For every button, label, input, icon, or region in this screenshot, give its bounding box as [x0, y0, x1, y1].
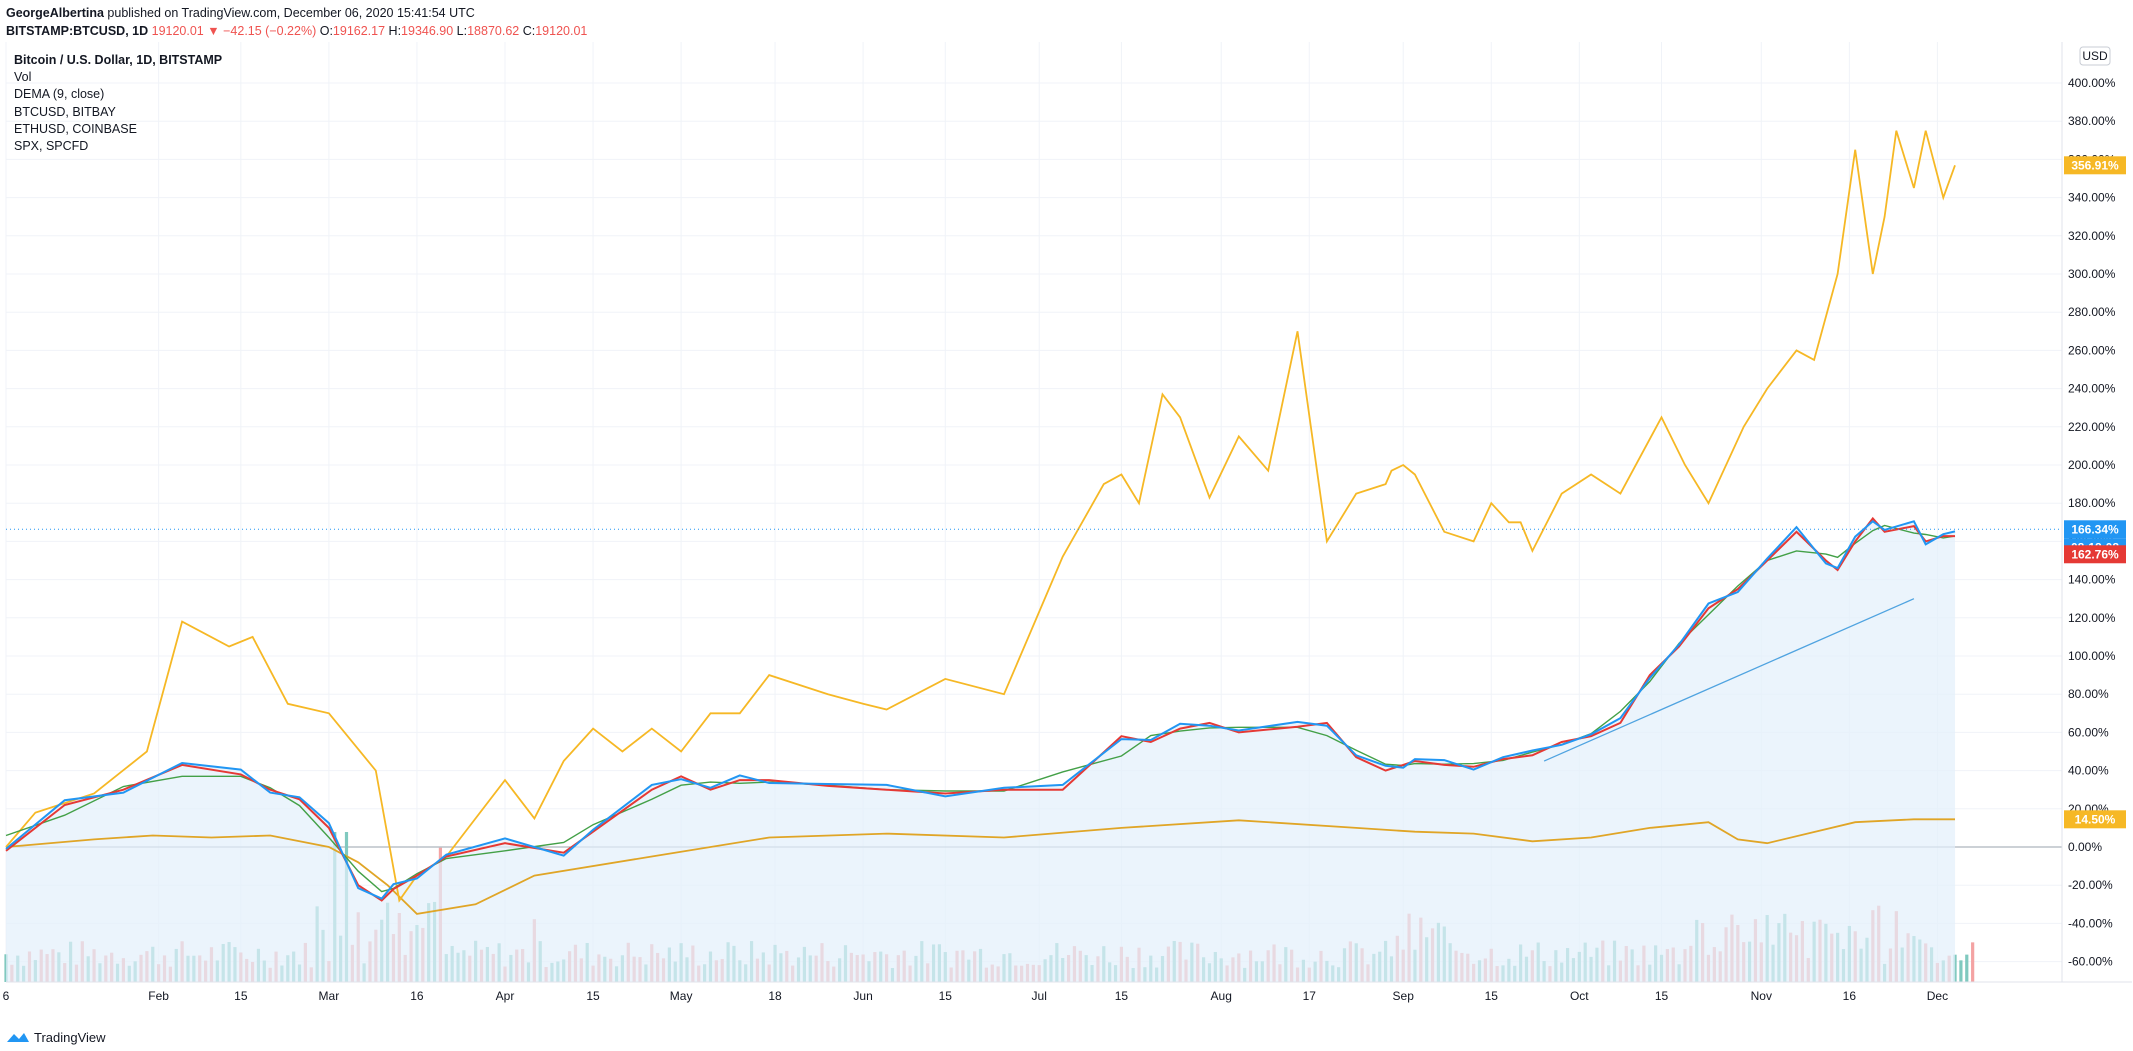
y-tick-label: 200.00%: [2068, 458, 2116, 472]
x-tick-label: 17: [1303, 989, 1317, 1003]
open-value: 19162.17: [332, 24, 386, 38]
y-tick-label: 180.00%: [2068, 496, 2116, 510]
y-tick-label: 400.00%: [2068, 76, 2116, 90]
footer: TradingView: [6, 1030, 106, 1045]
y-tick-label: 120.00%: [2068, 611, 2116, 625]
publish-line: GeorgeAlbertina published on TradingView…: [6, 4, 587, 22]
x-tick-label: Dec: [1927, 989, 1948, 1003]
y-tick-label: 260.00%: [2068, 343, 2116, 357]
ohlc-line: BITSTAMP:BTCUSD, 1D 19120.01 ▼ −42.15 (−…: [6, 22, 587, 40]
legend-item-ethusd[interactable]: ETHUSD, COINBASE: [14, 121, 137, 136]
bitbay-price-badge-text: 162.76%: [2071, 547, 2119, 561]
y-tick-label: 0.00%: [2068, 840, 2102, 854]
eth-price-badge-bg: [2064, 156, 2126, 175]
x-tick-label: 15: [1485, 989, 1499, 1003]
volume-bar: [1953, 954, 1957, 982]
x-tick-label: 15: [234, 989, 248, 1003]
x-tick-label: Nov: [1751, 989, 1772, 1003]
x-tick-label: Jun: [853, 989, 872, 1003]
legend-item-btcusd-bitbay[interactable]: BTCUSD, BITBAY: [14, 104, 116, 119]
high-value: 19346.90: [401, 24, 454, 38]
price-chart[interactable]: 400.00%380.00%360.00%340.00%320.00%300.0…: [0, 42, 2133, 1017]
low-value: 18870.62: [467, 24, 520, 38]
x-tick-label: Sep: [1393, 989, 1415, 1003]
legend-item-vol[interactable]: Vol: [14, 70, 32, 85]
tradingview-logo-icon: [7, 1032, 29, 1042]
y-tick-label: 80.00%: [2068, 687, 2109, 701]
x-tick-label: 18: [768, 989, 782, 1003]
close-value: 19120.01: [535, 24, 588, 38]
x-tick-label: 15: [1115, 989, 1129, 1003]
x-axis: 6 Feb 15 Mar 16 Apr 15 May 18 Jun 15 Jul 15 Aug 17 Sep 1…: [3, 989, 1948, 1003]
price-change: −42.15 (−0.22%): [223, 24, 317, 38]
x-tick-label: 16: [1843, 989, 1857, 1003]
spx-price-badge-text: 14.50%: [2075, 812, 2116, 826]
eth-price-badge: 356.91%: [2064, 156, 2126, 175]
y-tick-label: 40.00%: [2068, 764, 2109, 778]
currency-button-frame[interactable]: [2079, 46, 2111, 66]
open-label: O:: [319, 24, 333, 38]
chart-header: GeorgeAlbertina published on TradingView…: [6, 4, 587, 40]
btc-price-badge: 166.34%: [2064, 520, 2126, 539]
y-tick-label: 100.00%: [2068, 649, 2116, 663]
x-tick-label: 15: [939, 989, 953, 1003]
x-tick-label: Jul: [1032, 989, 1047, 1003]
y-tick-label: 380.00%: [2068, 114, 2116, 128]
y-tick-label: 340.00%: [2068, 191, 2116, 205]
y-tick-label: 220.00%: [2068, 420, 2116, 434]
x-tick-label: Mar: [319, 989, 340, 1003]
btcusd-bitbay-line[interactable]: [5, 516, 1955, 902]
x-tick-label: Apr: [496, 989, 515, 1003]
y-tick-label: -60.00%: [2068, 955, 2113, 969]
currency-button-label[interactable]: USD: [2082, 49, 2108, 63]
legend-title[interactable]: Bitcoin / U.S. Dollar, 1D, BITSTAMP: [14, 53, 223, 67]
x-tick-label: Feb: [148, 989, 169, 1003]
bitbay-price-badge-bg: [2064, 545, 2126, 564]
y-tick-label: 280.00%: [2068, 305, 2116, 319]
chart-legend: Bitcoin / U.S. Dollar, 1D, BITSTAMP Vol …: [14, 52, 222, 155]
down-arrow-icon: ▼: [207, 24, 220, 38]
x-tick-label: 6: [3, 989, 10, 1003]
legend-item-dema[interactable]: DEMA (9, close): [14, 87, 105, 102]
x-tick-label: Oct: [1570, 989, 1589, 1003]
y-tick-label: 320.00%: [2068, 229, 2116, 243]
legend-item-spx[interactable]: SPX, SPCFD: [14, 139, 89, 154]
eth-price-badge-text: 356.91%: [2071, 158, 2119, 172]
close-label: C:: [522, 24, 536, 38]
trend-line[interactable]: [1543, 598, 1915, 762]
btc-price-badge-text: 166.34%: [2071, 522, 2119, 536]
btc-area-fill: [6, 521, 1956, 982]
y-tick-label: -40.00%: [2068, 916, 2113, 930]
bitbay-price-badge: 162.76%: [2064, 545, 2126, 564]
x-tick-label: Aug: [1211, 989, 1232, 1003]
currency-button[interactable]: USD: [2079, 46, 2111, 66]
spx-series-line[interactable]: [5, 818, 1955, 915]
y-tick-label: -20.00%: [2068, 878, 2113, 892]
spx-price-badge-bg: [2064, 810, 2126, 829]
x-tick-label: 16: [410, 989, 424, 1003]
y-tick-label: 300.00%: [2068, 267, 2116, 281]
publish-info: published on TradingView.com, December 0…: [103, 6, 475, 20]
y-tick-label: 60.00%: [2068, 725, 2109, 739]
btc-price-badge-bg: [2064, 520, 2126, 539]
low-label: L:: [456, 24, 468, 38]
high-label: H:: [388, 24, 402, 38]
x-tick-label: 15: [586, 989, 600, 1003]
volume-bar: [1965, 954, 1969, 982]
y-tick-label: 240.00%: [2068, 382, 2116, 396]
symbol-label[interactable]: BITSTAMP:BTCUSD, 1D: [6, 24, 149, 38]
y-tick-label: 140.00%: [2068, 573, 2116, 587]
spx-price-badge: 14.50%: [2064, 810, 2126, 829]
volume-bar: [1971, 942, 1975, 982]
volume-bar: [1959, 960, 1963, 982]
btc-main-line[interactable]: [5, 520, 1956, 900]
x-tick-label: May: [670, 989, 693, 1003]
last-price: 19120.01: [151, 24, 204, 38]
x-tick-label: 15: [1655, 989, 1669, 1003]
brand-name[interactable]: TradingView: [34, 1030, 106, 1045]
author-name[interactable]: GeorgeAlbertina: [6, 6, 104, 20]
